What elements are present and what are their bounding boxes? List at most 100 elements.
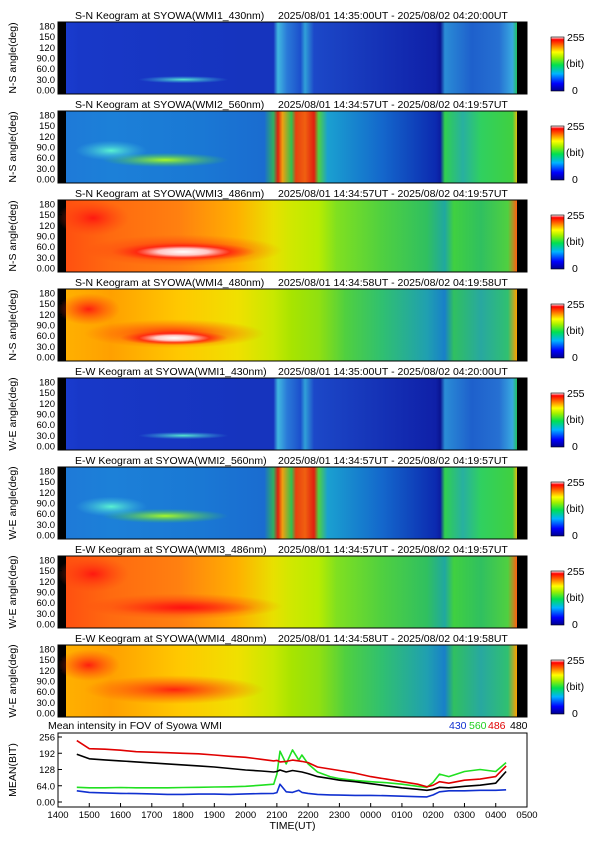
panel-period: 2025/08/01 14:34:57UT - 2025/08/02 04:19… (278, 544, 508, 556)
angle-tick-label: 90.0 (37, 677, 56, 688)
keogram-panel-4: S-N Keogram at SYOWA(WMI4_480nm) 2025/08/… (7, 277, 585, 364)
keogram-panel-1: S-N Keogram at SYOWA(WMI1_430nm) 2025/08/… (7, 10, 585, 97)
panel-ylabel: N-S angle(deg) (7, 111, 19, 182)
aurora-feature (56, 293, 121, 325)
angle-tick-label: 120 (39, 399, 55, 410)
angle-tick-label: 30.0 (37, 698, 56, 709)
keogram-panel-8: E-W Keogram at SYOWA(WMI4_480nm) 2025/08/… (7, 633, 585, 720)
colorbar-min-label: 0 (572, 619, 578, 631)
colorbar (550, 125, 565, 181)
keogram-image (66, 22, 517, 94)
keogram-panel-5: E-W Keogram at SYOWA(WMI1_430nm) 2025/08/… (7, 366, 585, 453)
series-line-486 (76, 739, 507, 788)
angle-tick-label: 180 (39, 556, 55, 567)
angle-tick-label: 60.0 (37, 64, 56, 75)
angle-tick-label: 60.0 (37, 420, 56, 431)
angle-tick-label: 60.0 (37, 687, 56, 698)
mean-intensity-chart: Mean intensity in FOV of Syowa WMI 430 560… (7, 720, 538, 832)
angle-tick-label: 180 (39, 200, 55, 211)
colorbar-min-label: 0 (572, 530, 578, 542)
angle-tick-label: 0.00 (37, 620, 56, 631)
keogram-panels: S-N Keogram at SYOWA(WMI1_430nm) 2025/08/… (7, 10, 585, 720)
panel-period: 2025/08/01 14:35:00UT - 2025/08/02 04:20… (278, 10, 508, 22)
aurora-feature (120, 330, 229, 346)
angle-tick-label: 150 (39, 210, 55, 221)
panel-ylabel: N-S angle(deg) (7, 22, 19, 93)
aurora-feature (111, 242, 256, 262)
panel-title: S-N Keogram at SYOWA(WMI3_486nm) (75, 188, 264, 200)
panel-title: S-N Keogram at SYOWA(WMI1_430nm) (75, 10, 264, 22)
angle-tick-label: 90.0 (37, 499, 56, 510)
colorbar (550, 570, 565, 626)
angle-tick-label: 0.00 (37, 709, 56, 720)
x-tick-label: 1400 (47, 810, 68, 821)
angle-tick-label: 60.0 (37, 331, 56, 342)
panel-title: S-N Keogram at SYOWA(WMI2_560nm) (75, 99, 264, 111)
x-axis-label: TIME(UT) (269, 820, 315, 832)
colorbar-min-label: 0 (572, 263, 578, 275)
keogram-panel-3: S-N Keogram at SYOWA(WMI3_486nm) 2025/08/… (7, 188, 585, 275)
panel-ylabel: W-E angle(deg) (7, 555, 19, 628)
colorbar-min-label: 0 (572, 441, 578, 453)
colorbar (550, 214, 565, 270)
angle-tick-label: 150 (39, 299, 55, 310)
legend-entry-430: 430 (449, 720, 467, 732)
angle-tick-label: 150 (39, 477, 55, 488)
angle-tick-label: 150 (39, 655, 55, 666)
angle-tick-label: 0.00 (37, 175, 56, 186)
angle-tick-label: 0.00 (37, 264, 56, 275)
colorbar-unit-label: (bit) (566, 58, 584, 70)
panel-period: 2025/08/01 14:34:57UT - 2025/08/02 04:19… (278, 455, 508, 467)
angle-tick-label: 30.0 (37, 342, 56, 353)
panel-period: 2025/08/01 14:34:58UT - 2025/08/02 04:19… (278, 633, 508, 645)
colorbar-unit-label: (bit) (566, 325, 584, 337)
aurora-feature (75, 496, 148, 517)
angle-tick-label: 120 (39, 488, 55, 499)
x-tick-label: 2000 (235, 810, 256, 821)
angle-tick-label: 30.0 (37, 520, 56, 531)
angle-tick-label: 120 (39, 666, 55, 677)
panel-ylabel: W-E angle(deg) (7, 466, 19, 539)
x-tick-label: 0300 (454, 810, 475, 821)
keogram-panel-2: S-N Keogram at SYOWA(WMI2_560nm) 2025/08/… (7, 99, 585, 186)
panel-period: 2025/08/01 14:34:57UT - 2025/08/02 04:19… (278, 99, 508, 111)
y-tick-label: 256 (39, 733, 55, 744)
panel-ylabel: N-S angle(deg) (7, 200, 19, 271)
colorbar-min-label: 0 (572, 85, 578, 97)
colorbar (550, 481, 565, 537)
series-line-480 (76, 753, 507, 792)
angle-tick-label: 90.0 (37, 232, 56, 243)
panel-title: E-W Keogram at SYOWA(WMI2_560nm) (75, 455, 267, 467)
colorbar-max-label: 255 (567, 388, 585, 400)
angle-tick-label: 90.0 (37, 54, 56, 65)
angle-tick-label: 120 (39, 221, 55, 232)
panel-ylabel: W-E angle(deg) (7, 644, 19, 717)
x-tick-label: 2100 (266, 810, 287, 821)
angle-tick-label: 180 (39, 645, 55, 656)
colorbar-unit-label: (bit) (566, 503, 584, 515)
angle-tick-label: 0.00 (37, 353, 56, 364)
x-tick-label: 0400 (485, 810, 506, 821)
panel-period: 2025/08/01 14:34:57UT - 2025/08/02 04:19… (278, 188, 508, 200)
x-tick-label: 1800 (172, 810, 193, 821)
panel-title: S-N Keogram at SYOWA(WMI4_480nm) (75, 277, 264, 289)
legend-entry-480: 480 (510, 720, 528, 732)
colorbar (550, 36, 565, 92)
y-tick-label: 192 (39, 749, 55, 760)
angle-tick-label: 180 (39, 378, 55, 389)
colorbar-min-label: 0 (572, 352, 578, 364)
panel-period: 2025/08/01 14:35:00UT - 2025/08/02 04:20… (278, 366, 508, 378)
angle-tick-label: 180 (39, 289, 55, 300)
x-tick-label: 0500 (516, 810, 537, 821)
angle-tick-label: 90.0 (37, 588, 56, 599)
colorbar-unit-label: (bit) (566, 147, 584, 159)
angle-tick-label: 90.0 (37, 143, 56, 154)
panel-title: E-W Keogram at SYOWA(WMI3_486nm) (75, 544, 267, 556)
x-tick-label: 0000 (360, 810, 381, 821)
y-axis-label: MEAN(BIT) (7, 743, 19, 797)
colorbar-unit-label: (bit) (566, 592, 584, 604)
colorbar-min-label: 0 (572, 708, 578, 720)
colorbar (550, 659, 565, 715)
angle-tick-label: 180 (39, 22, 55, 33)
